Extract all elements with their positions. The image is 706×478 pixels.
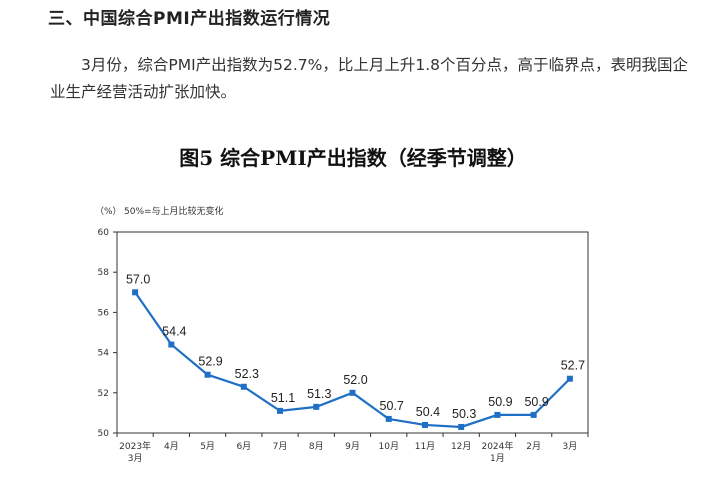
x-tick-label: 6月 bbox=[236, 441, 251, 452]
data-point bbox=[349, 389, 356, 396]
data-point bbox=[132, 289, 139, 296]
x-tick-label: 1月 bbox=[490, 453, 505, 464]
data-label: 50.7 bbox=[380, 399, 404, 413]
section-paragraph: 3月份，综合PMI产出指数为52.7%，比上月上升1.8个百分点，高于临界点，表… bbox=[50, 56, 689, 101]
section-heading: 三、中国综合PMI产出指数运行情况 bbox=[48, 9, 331, 29]
data-label: 57.0 bbox=[126, 272, 150, 286]
x-tick-label: 8月 bbox=[309, 441, 324, 452]
y-axis: 50 52 54 56 58 60 bbox=[98, 228, 117, 439]
plot-frame bbox=[116, 231, 589, 434]
y-tick-label: 50 bbox=[98, 429, 110, 439]
data-point bbox=[313, 403, 320, 410]
data-label: 51.1 bbox=[271, 391, 295, 405]
x-tick-label: 2月 bbox=[526, 441, 541, 452]
data-point bbox=[458, 423, 465, 430]
data-label: 50.9 bbox=[524, 395, 548, 409]
y-tick-label: 54 bbox=[98, 349, 110, 359]
data-point bbox=[494, 411, 501, 418]
data-point bbox=[421, 421, 428, 428]
y-axis-unit-label: （%） bbox=[95, 206, 122, 217]
data-label: 54.4 bbox=[162, 325, 186, 339]
data-point bbox=[277, 407, 284, 414]
data-point bbox=[204, 371, 211, 378]
data-labels: 57.0 54.4 52.9 52.3 51.1 51.3 52.0 50.7 50.4 50.3… bbox=[126, 272, 585, 421]
data-point bbox=[240, 383, 247, 390]
data-label: 52.0 bbox=[343, 373, 367, 387]
x-tick-label: 2024年 bbox=[481, 440, 513, 452]
x-tick-label: 5月 bbox=[200, 441, 215, 452]
x-tick-label: 4月 bbox=[164, 441, 179, 452]
y-tick-label: 52 bbox=[98, 389, 109, 399]
data-point bbox=[530, 411, 537, 418]
y-tick-label: 58 bbox=[98, 268, 110, 278]
data-label: 50.4 bbox=[416, 405, 440, 419]
x-tick-label: 11月 bbox=[415, 441, 435, 452]
y-tick-label: 56 bbox=[98, 308, 110, 318]
data-point bbox=[168, 341, 175, 348]
x-tick-label: 10月 bbox=[379, 441, 399, 452]
data-label: 50.9 bbox=[488, 395, 512, 409]
data-label: 50.3 bbox=[452, 407, 476, 421]
x-tick-label: 7月 bbox=[273, 441, 288, 452]
x-tick-label: 9月 bbox=[345, 441, 360, 452]
y-tick-label: 60 bbox=[98, 228, 110, 238]
series-markers bbox=[132, 289, 573, 430]
data-label: 51.3 bbox=[307, 387, 331, 401]
x-tick-label: 3月 bbox=[128, 453, 143, 464]
data-label: 52.7 bbox=[561, 359, 585, 373]
data-point bbox=[385, 415, 392, 422]
chart-note: 50%=与上月比较无变化 bbox=[124, 205, 224, 217]
x-tick-label: 2023年 bbox=[119, 440, 151, 452]
x-tick-label: 3月 bbox=[563, 441, 578, 452]
data-label: 52.3 bbox=[235, 367, 259, 381]
data-label: 52.9 bbox=[198, 355, 222, 369]
chart-title: 图5 综合PMI产出指数（经季节调整） bbox=[179, 146, 527, 170]
data-point bbox=[566, 375, 573, 382]
x-tick-label: 12月 bbox=[451, 441, 471, 452]
